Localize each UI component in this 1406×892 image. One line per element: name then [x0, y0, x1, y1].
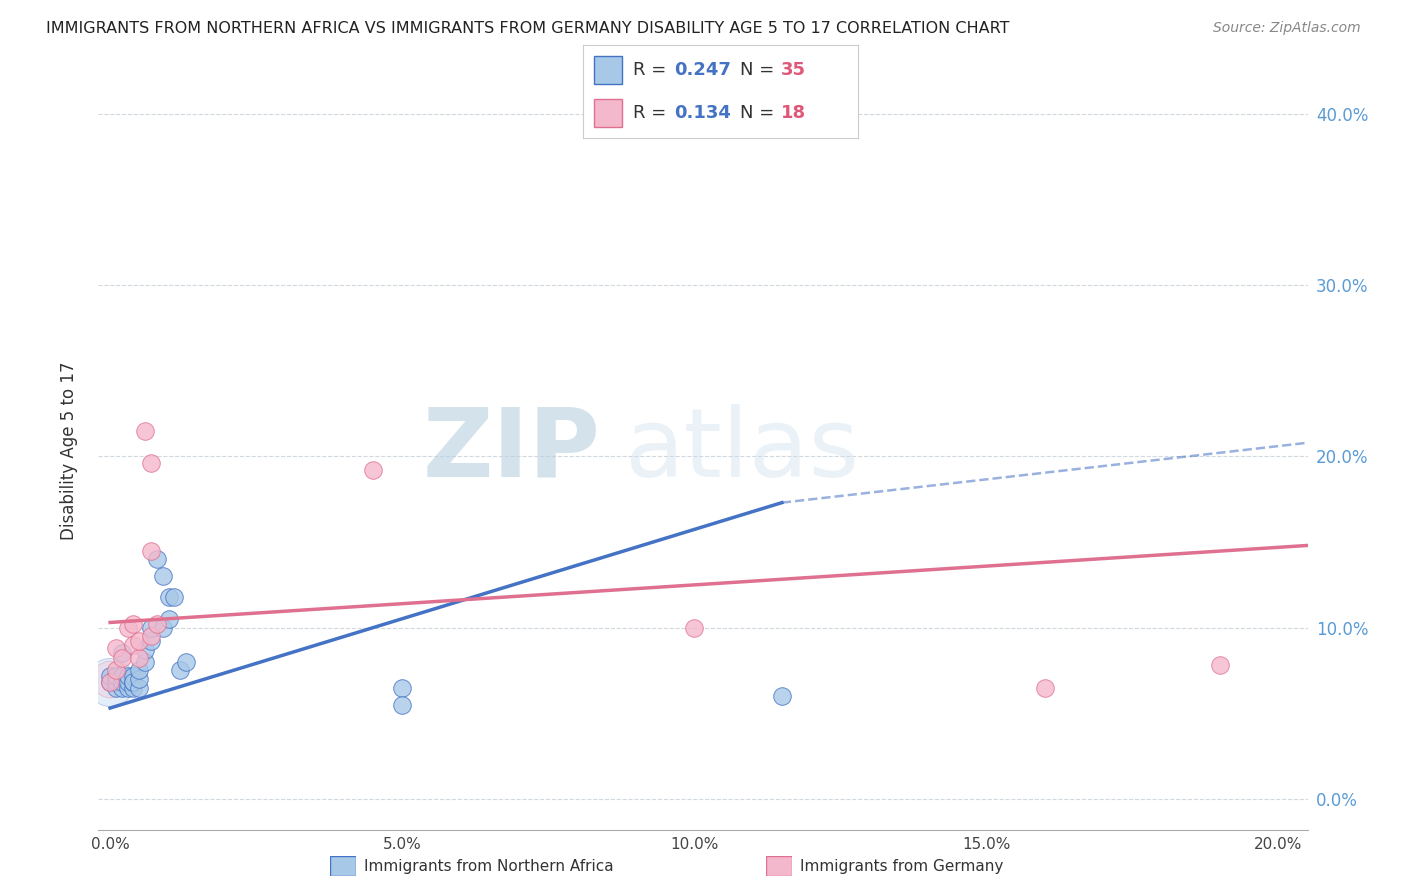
Text: 0.134: 0.134	[673, 104, 731, 122]
Point	[128, 651, 150, 665]
Point	[134, 643, 156, 657]
Point	[111, 651, 134, 665]
Point	[146, 617, 169, 632]
Point	[139, 634, 162, 648]
Point	[104, 675, 127, 690]
Text: IMMIGRANTS FROM NORTHERN AFRICA VS IMMIGRANTS FROM GERMANY DISABILITY AGE 5 TO 1: IMMIGRANTS FROM NORTHERN AFRICA VS IMMIG…	[46, 21, 1010, 36]
Point	[163, 590, 186, 604]
Point	[104, 641, 127, 656]
Text: 35: 35	[780, 61, 806, 78]
Point	[98, 675, 121, 690]
Point	[122, 675, 145, 690]
Text: Immigrants from Germany: Immigrants from Germany	[800, 859, 1004, 873]
Point	[117, 621, 139, 635]
Point	[111, 668, 134, 682]
Point	[391, 681, 413, 695]
Text: R =: R =	[633, 61, 672, 78]
Point	[104, 664, 127, 678]
Point	[104, 681, 127, 695]
Point	[146, 552, 169, 566]
Text: 0.247: 0.247	[673, 61, 731, 78]
Point	[683, 621, 706, 635]
Point	[128, 681, 150, 695]
Point	[139, 621, 162, 635]
Point	[104, 668, 127, 682]
Text: R =: R =	[633, 104, 672, 122]
Y-axis label: Disability Age 5 to 17: Disability Age 5 to 17	[59, 361, 77, 540]
Point	[139, 629, 162, 643]
Text: N =: N =	[740, 61, 780, 78]
Point	[111, 675, 134, 690]
Point	[117, 668, 139, 682]
Point	[98, 675, 121, 690]
Point	[361, 463, 384, 477]
Point	[104, 668, 127, 682]
Point	[128, 664, 150, 678]
Point	[1209, 658, 1232, 673]
Point	[139, 543, 162, 558]
Point	[98, 668, 121, 682]
Point	[152, 569, 174, 583]
Point	[134, 424, 156, 438]
Point	[169, 664, 191, 678]
Point	[98, 672, 121, 686]
Point	[111, 646, 134, 660]
Point	[117, 675, 139, 690]
Point	[1033, 681, 1056, 695]
Point	[157, 612, 180, 626]
Point	[139, 456, 162, 470]
Text: atlas: atlas	[624, 404, 859, 497]
Point	[128, 634, 150, 648]
Point	[128, 672, 150, 686]
Point	[391, 698, 413, 712]
Point	[111, 681, 134, 695]
Point	[122, 638, 145, 652]
Point	[770, 689, 793, 703]
Point	[122, 681, 145, 695]
Point	[174, 655, 197, 669]
Bar	[595, 99, 621, 127]
Point	[117, 681, 139, 695]
Point	[122, 675, 145, 690]
Point	[122, 617, 145, 632]
Point	[157, 590, 180, 604]
Point	[152, 621, 174, 635]
Point	[122, 668, 145, 682]
Text: Source: ZipAtlas.com: Source: ZipAtlas.com	[1213, 21, 1361, 35]
Text: Immigrants from Northern Africa: Immigrants from Northern Africa	[364, 859, 614, 873]
Text: 18: 18	[780, 104, 806, 122]
Point	[98, 675, 121, 690]
Text: ZIP: ZIP	[422, 404, 600, 497]
Point	[134, 655, 156, 669]
Bar	[595, 56, 621, 84]
Text: N =: N =	[740, 104, 780, 122]
